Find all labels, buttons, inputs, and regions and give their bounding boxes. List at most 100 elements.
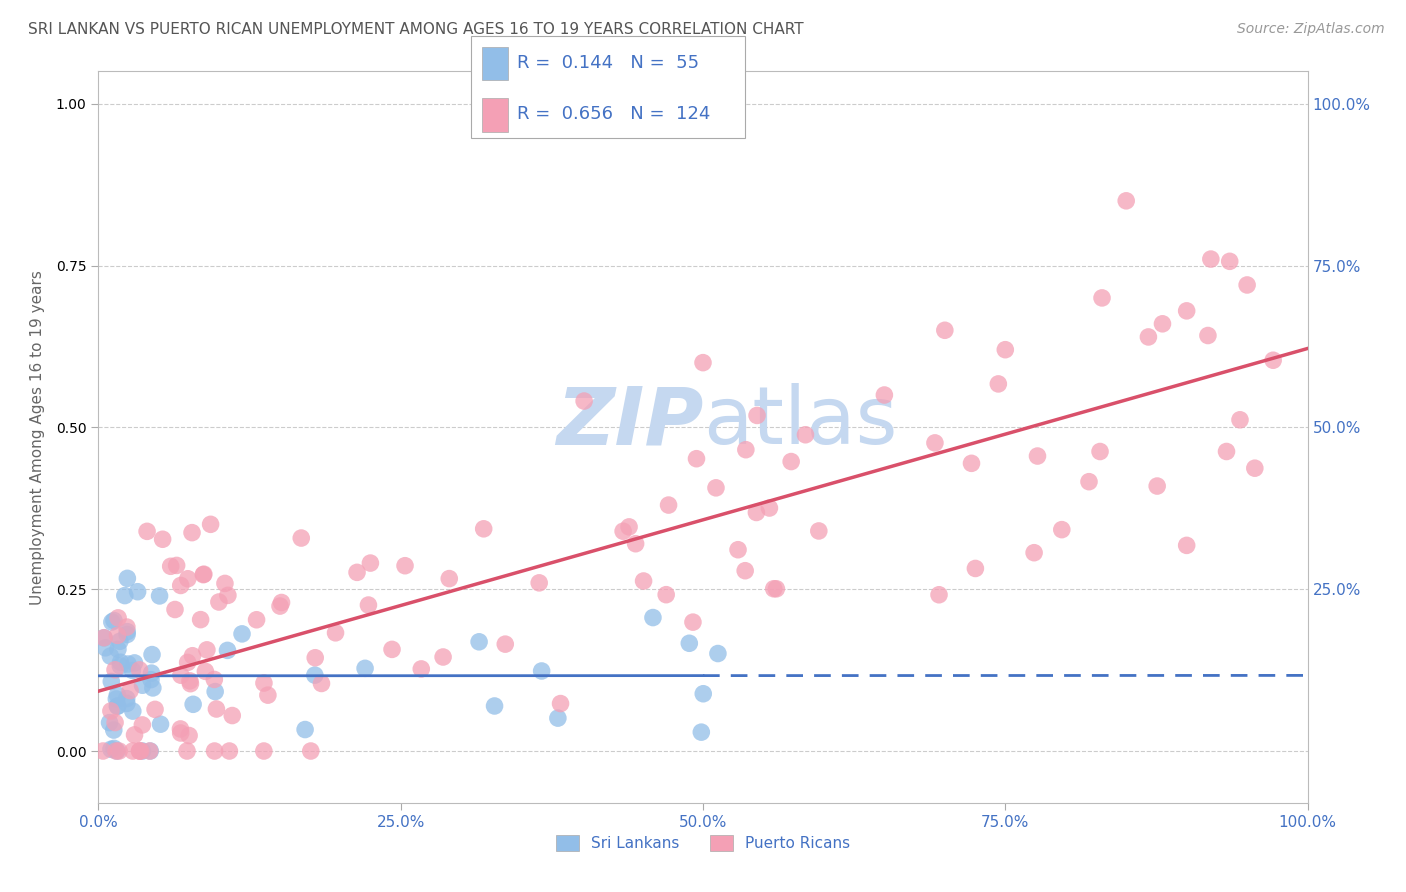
Point	[734, 564, 756, 578]
Point	[727, 542, 749, 557]
Point	[221, 708, 243, 723]
Point	[934, 323, 956, 337]
Point	[1091, 291, 1114, 305]
Point	[141, 648, 163, 662]
Point	[103, 614, 125, 628]
Point	[142, 681, 165, 695]
Point	[253, 744, 276, 758]
Point	[107, 699, 129, 714]
Point	[131, 744, 153, 758]
Text: ZIP: ZIP	[555, 384, 703, 461]
Point	[655, 588, 678, 602]
Point	[612, 524, 634, 539]
Point	[115, 697, 138, 711]
Point	[253, 676, 276, 690]
Point	[139, 673, 162, 687]
Point	[202, 673, 225, 687]
Point	[218, 744, 240, 758]
Point	[432, 650, 454, 665]
Point	[325, 625, 347, 640]
Point	[152, 533, 174, 547]
Point	[734, 442, 756, 457]
Point	[1146, 479, 1168, 493]
Point	[94, 640, 117, 655]
Point	[745, 409, 768, 423]
Point	[170, 668, 193, 682]
Legend: Sri Lankans, Puerto Ricans: Sri Lankans, Puerto Ricans	[550, 830, 856, 857]
Point	[745, 506, 768, 520]
Point	[257, 688, 280, 702]
Point	[354, 661, 377, 675]
Point	[624, 537, 647, 551]
Point	[170, 578, 193, 592]
Point	[294, 723, 316, 737]
Point	[121, 744, 143, 758]
Point	[965, 561, 987, 575]
Text: R =  0.144   N =  55: R = 0.144 N = 55	[517, 54, 700, 71]
Point	[762, 582, 785, 596]
Point	[107, 611, 129, 625]
Point	[1152, 317, 1174, 331]
Point	[115, 691, 138, 706]
Point	[205, 702, 228, 716]
Point	[128, 663, 150, 677]
Point	[107, 699, 129, 714]
Point	[658, 498, 681, 512]
Point	[685, 451, 707, 466]
Point	[139, 744, 162, 758]
Point	[193, 567, 215, 582]
Point	[166, 558, 188, 573]
Point	[960, 456, 983, 470]
Point	[124, 728, 146, 742]
Point	[127, 584, 149, 599]
Point	[204, 744, 226, 758]
Point	[633, 574, 655, 588]
Point	[115, 624, 138, 639]
Text: R =  0.656   N =  124: R = 0.656 N = 124	[517, 105, 711, 123]
Point	[93, 631, 115, 645]
Point	[100, 674, 122, 689]
Point	[346, 566, 368, 580]
Point	[131, 678, 153, 692]
Point	[200, 517, 222, 532]
Point	[1236, 277, 1258, 292]
Point	[148, 589, 170, 603]
Point	[110, 659, 132, 673]
Point	[107, 642, 129, 657]
Point	[208, 595, 231, 609]
Point	[1175, 538, 1198, 552]
Point	[121, 704, 143, 718]
Point	[177, 729, 200, 743]
Point	[530, 664, 553, 678]
Point	[195, 643, 218, 657]
Point	[163, 602, 186, 616]
Point	[1197, 328, 1219, 343]
Point	[794, 427, 817, 442]
Point	[527, 575, 550, 590]
Point	[149, 717, 172, 731]
Point	[128, 744, 150, 758]
Point	[104, 715, 127, 730]
Point	[176, 656, 198, 670]
Point	[994, 343, 1017, 357]
Point	[1219, 254, 1241, 268]
Point	[231, 627, 253, 641]
Point	[204, 684, 226, 698]
Point	[131, 718, 153, 732]
Point	[494, 637, 516, 651]
Point	[682, 615, 704, 629]
Point	[141, 666, 163, 681]
Point	[181, 698, 204, 712]
Point	[692, 687, 714, 701]
Point	[217, 588, 239, 602]
Point	[394, 558, 416, 573]
Point	[758, 501, 780, 516]
Point	[1050, 523, 1073, 537]
Point	[550, 697, 572, 711]
Point	[928, 588, 950, 602]
Point	[807, 524, 830, 538]
Point	[357, 598, 380, 612]
Point	[707, 647, 730, 661]
Point	[641, 610, 664, 624]
Point	[472, 522, 495, 536]
